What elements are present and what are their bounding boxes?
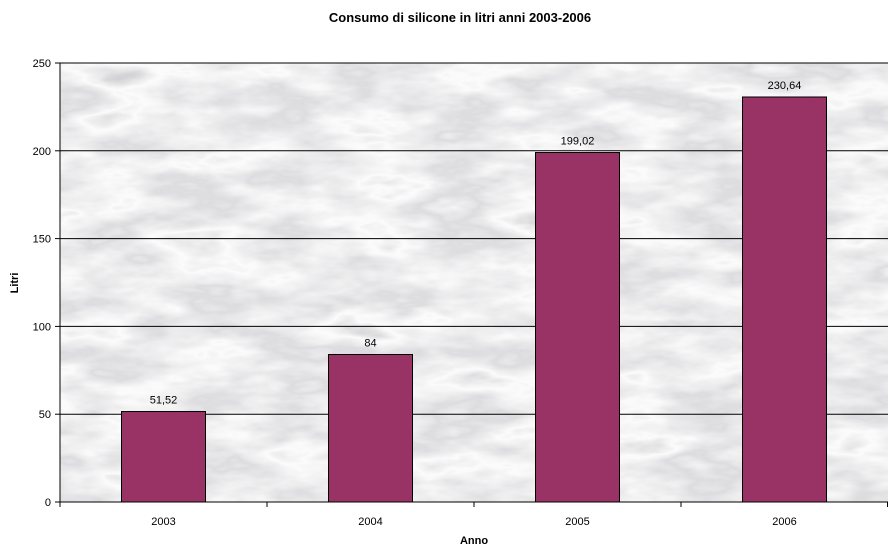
data-label-2006: 230,64 xyxy=(768,80,802,92)
y-tick-label: 50 xyxy=(39,409,51,421)
data-labels: 51,52 84 199,02 230,64 xyxy=(150,80,802,407)
data-label-2005: 199,02 xyxy=(561,136,595,148)
bar-2006 xyxy=(742,96,827,503)
bar-2003 xyxy=(121,411,206,503)
bars xyxy=(121,96,827,503)
y-tick-label: 250 xyxy=(33,58,51,70)
data-label-2003: 51,52 xyxy=(150,395,178,407)
x-tick-label-2003: 2003 xyxy=(151,516,175,528)
x-tick-label-2004: 2004 xyxy=(358,516,382,528)
x-axis-title: Anno xyxy=(460,535,488,547)
y-tick-label: 200 xyxy=(33,146,51,158)
y-tick-label: 150 xyxy=(33,234,51,246)
chart-title: Consumo di silicone in litri anni 2003-2… xyxy=(329,10,591,25)
y-tick-label: 0 xyxy=(45,497,51,509)
bar-2004 xyxy=(328,353,413,503)
x-tick-label-2005: 2005 xyxy=(565,516,589,528)
bar-2005 xyxy=(535,152,620,503)
y-tick-label: 100 xyxy=(33,321,51,333)
y-axis-title: Litri xyxy=(9,273,21,294)
x-tick-label-2006: 2006 xyxy=(772,516,796,528)
axes: 0 50 100 150 200 250 2003 2004 2005 2006 xyxy=(33,58,888,528)
data-label-2004: 84 xyxy=(364,337,376,349)
